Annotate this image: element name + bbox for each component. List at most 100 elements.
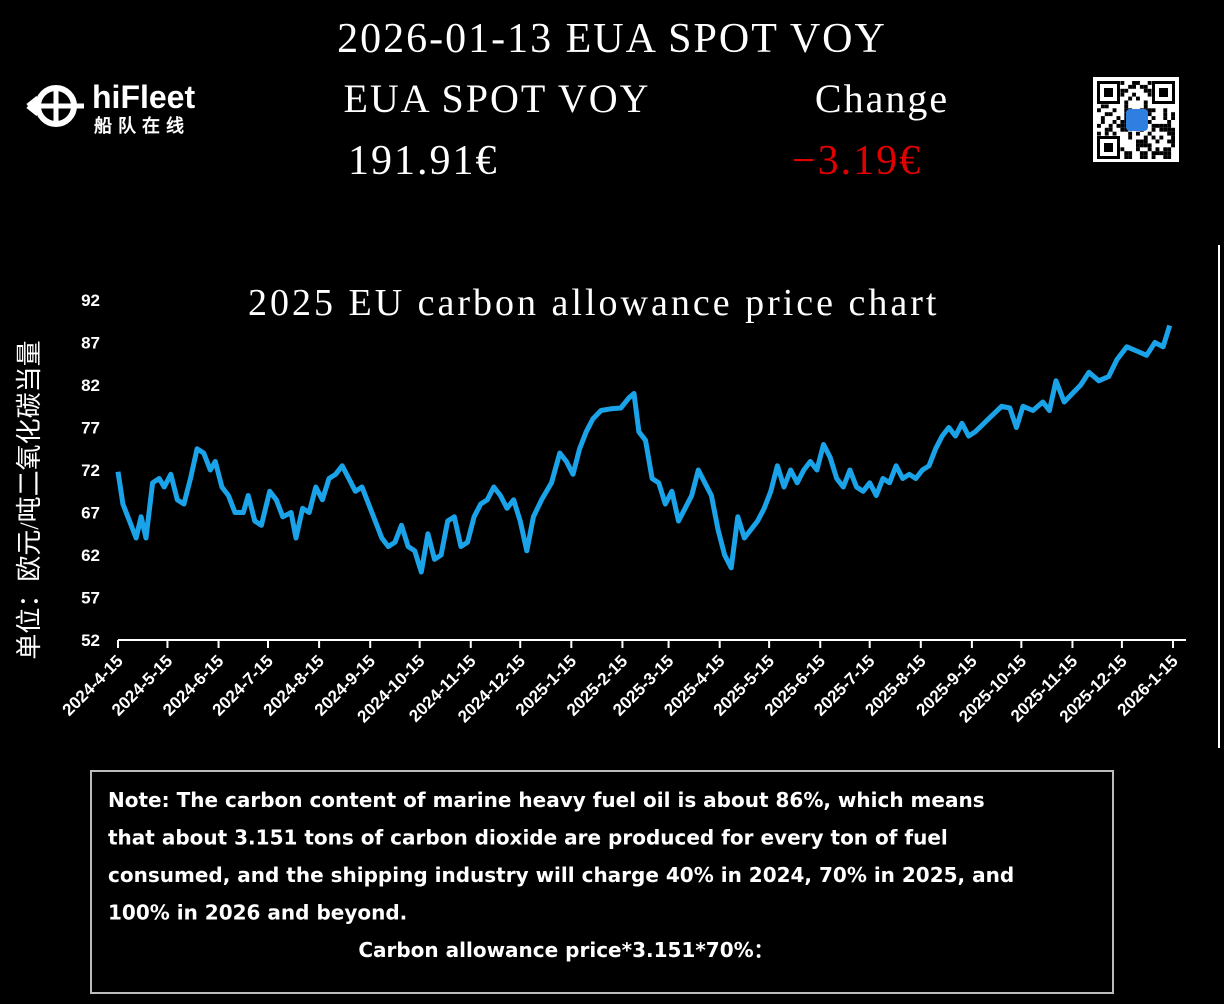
qr-cell: [1124, 151, 1129, 156]
logo-subtext: 船队在线: [94, 115, 190, 136]
logo-icon: [26, 88, 84, 124]
qr-cell: [1163, 123, 1168, 128]
qr-cell: [1097, 131, 1101, 136]
qr-cell: [1167, 155, 1172, 159]
qr-cell: [1159, 151, 1164, 156]
qr-cell: [1128, 135, 1133, 140]
qr-cell: [1132, 84, 1136, 89]
qr-cell: [1155, 147, 1160, 152]
qr-cell: [1167, 151, 1172, 156]
qr-cell: [1171, 135, 1175, 140]
qr-cell: [1143, 155, 1148, 159]
qr-cell: [1155, 151, 1160, 156]
qr-cell: [1136, 139, 1140, 144]
y-axis-label: 单位：欧元/吨二氧化碳当量: [15, 340, 44, 659]
qr-cell: [1136, 96, 1140, 101]
qr-cell: [1124, 127, 1129, 132]
qr-cell: [1147, 147, 1152, 152]
qr-cell: [1139, 84, 1144, 89]
qr-code: [1093, 77, 1179, 162]
qr-cell: [1128, 84, 1133, 89]
qr-cell: [1124, 100, 1129, 105]
qr-cell: [1163, 155, 1168, 159]
qr-center: [1126, 109, 1148, 131]
qr-cell: [1155, 123, 1160, 128]
qr-cell: [1120, 127, 1125, 132]
change: −3.19€: [792, 138, 922, 184]
qr-cell: [1171, 116, 1175, 120]
qr-cell: [1120, 123, 1125, 128]
qr-cell: [1163, 147, 1168, 152]
qr-cell: [1100, 116, 1105, 120]
note-line: Note: The carbon content of marine heavy…: [108, 788, 985, 812]
qr-cell: [1155, 139, 1160, 144]
qr-cell: [1151, 155, 1156, 159]
qr-cell: [1139, 151, 1144, 156]
qr-cell: [1171, 143, 1175, 148]
qr-cell: [1136, 147, 1140, 152]
qr-cell: [1108, 127, 1113, 132]
y-tick-label: 87: [81, 334, 100, 353]
qr-cell: [1128, 151, 1133, 156]
logo: hiFleet 船队在线: [26, 79, 195, 136]
qr-finder: [1104, 143, 1113, 152]
note-line: 100% in 2026 and beyond.: [108, 901, 407, 925]
qr-cell: [1124, 88, 1129, 93]
qr-cell: [1151, 108, 1156, 113]
qr-cell: [1147, 112, 1152, 117]
note-formula: Carbon allowance price*3.151*70%：: [358, 938, 773, 962]
note-box: [90, 770, 1114, 994]
qr-cell: [1139, 139, 1144, 144]
note: Note: The carbon content of marine heavy…: [108, 788, 1014, 962]
qr-cell: [1132, 92, 1136, 97]
qr-finder: [1159, 88, 1168, 97]
qr-cell: [1171, 131, 1175, 136]
qr-cell: [1116, 116, 1121, 120]
qr-cell: [1120, 120, 1125, 124]
y-tick-label: 62: [81, 546, 100, 565]
qr-cell: [1136, 81, 1140, 85]
qr-cell: [1159, 127, 1164, 132]
y-tick-label: 57: [81, 589, 100, 608]
qr-cell: [1100, 104, 1105, 109]
qr-cell: [1124, 104, 1129, 109]
qr-cell: [1112, 131, 1117, 136]
qr-cell: [1167, 123, 1172, 128]
qr-cell: [1128, 96, 1133, 101]
qr-cell: [1163, 112, 1168, 117]
qr-cell: [1151, 151, 1156, 156]
qr-cell: [1120, 147, 1125, 152]
qr-finder: [1104, 88, 1113, 97]
page-title: 2026-01-13 EUA SPOT VOY: [337, 16, 887, 62]
qr-cell: [1159, 123, 1164, 128]
qr-cell: [1120, 88, 1125, 93]
qr-cell: [1097, 108, 1101, 113]
qr-cell: [1120, 92, 1125, 97]
qr-cell: [1112, 120, 1117, 124]
qr-cell: [1163, 108, 1168, 113]
qr-cell: [1163, 127, 1168, 132]
qr-cell: [1163, 116, 1168, 120]
qr-cell: [1143, 139, 1148, 144]
y-tick-label: 77: [81, 419, 100, 438]
price: 191.91€: [348, 138, 499, 184]
qr-cell: [1151, 116, 1156, 120]
qr-cell: [1128, 155, 1133, 159]
qr-cell: [1147, 120, 1152, 124]
qr-cell: [1147, 88, 1152, 93]
y-tick-label: 82: [81, 376, 100, 395]
qr-cell: [1132, 81, 1136, 85]
qr-cell: [1167, 147, 1172, 152]
note-line: that about 3.151 tons of carbon dioxide …: [108, 826, 948, 850]
qr-cell: [1120, 81, 1125, 85]
qr-cell: [1143, 88, 1148, 93]
qr-cell: [1167, 120, 1172, 124]
qr-cell: [1147, 108, 1152, 113]
qr-cell: [1171, 112, 1175, 117]
qr-cell: [1143, 100, 1148, 105]
qr-cell: [1143, 143, 1148, 148]
note-line: consumed, and the shipping industry will…: [108, 863, 1014, 887]
qr-cell: [1104, 127, 1109, 132]
